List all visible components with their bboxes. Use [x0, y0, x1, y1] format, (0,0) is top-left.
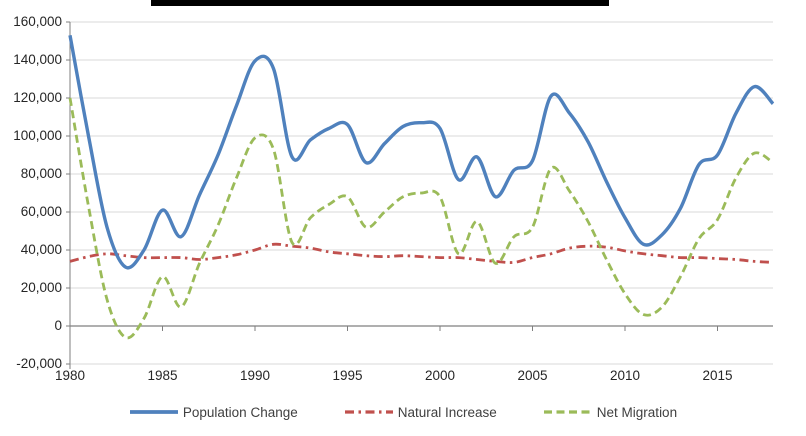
y-tick-label: 140,000 — [13, 52, 62, 67]
x-tick-label: 2005 — [517, 368, 548, 383]
legend-line-sample-icon — [129, 410, 178, 414]
series-line-natural-increase — [69, 242, 774, 264]
x-tick-label: 1990 — [239, 368, 271, 383]
x-tick-label: 2000 — [424, 368, 456, 383]
legend-label-natural-increase: Natural Increase — [397, 404, 497, 420]
y-tick-label: 20,000 — [20, 280, 62, 295]
redacted-title-bar — [151, 0, 609, 6]
x-tick-label: 2010 — [609, 368, 641, 383]
y-tick-label: 120,000 — [13, 90, 62, 105]
y-tick-label: 100,000 — [13, 128, 62, 143]
x-tick-label: 1985 — [147, 368, 178, 383]
y-tick-label: 0 — [54, 318, 62, 333]
x-tick-label: 1980 — [54, 368, 86, 383]
legend-label-net-migration: Net Migration — [596, 404, 678, 420]
legend-item-population-change: Population Change — [129, 405, 298, 420]
y-tick-label: 80,000 — [20, 166, 62, 181]
legend-line-sample-icon — [543, 410, 592, 414]
y-tick-label: 40,000 — [20, 242, 62, 257]
y-tick-label: 60,000 — [20, 204, 62, 219]
series-line-net-migration — [68, 97, 774, 340]
series-line-population-change — [68, 34, 775, 270]
legend-label-population-change: Population Change — [182, 404, 298, 420]
x-tick-label: 2015 — [702, 368, 733, 383]
x-tick-label: 1995 — [332, 368, 363, 383]
y-tick-label: -20,000 — [16, 356, 62, 371]
legend-line-sample-icon — [344, 410, 393, 414]
legend-item-net-migration: Net Migration — [543, 405, 677, 420]
legend: Population Change Natural Increase Net Mig… — [0, 401, 806, 423]
y-tick-label: 160,000 — [13, 14, 62, 29]
legend-item-natural-increase: Natural Increase — [344, 405, 497, 420]
